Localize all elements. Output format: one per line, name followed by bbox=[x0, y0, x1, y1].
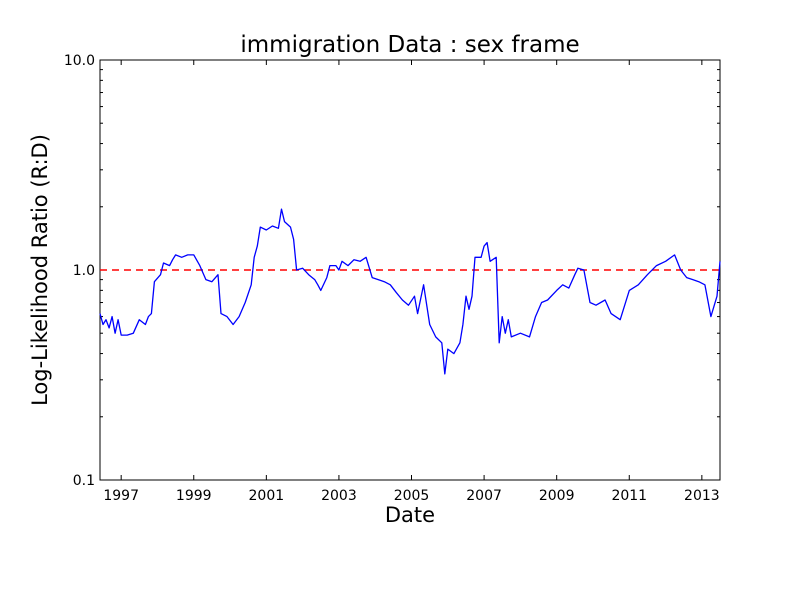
x-tick-label: 2009 bbox=[539, 488, 575, 504]
y-axis: 0.1 1.0 10.0 bbox=[64, 53, 720, 489]
x-tick-label: 1997 bbox=[103, 488, 139, 504]
x-tick-label: 2005 bbox=[394, 488, 430, 504]
y-axis-label: Log-Likelihood Ratio (R:D) bbox=[28, 134, 52, 406]
y-tick-label: 1.0 bbox=[73, 263, 95, 279]
x-axis: 1997 1999 2001 2003 2005 2007 2009 2011 2013 bbox=[103, 60, 720, 504]
x-tick-label: 2003 bbox=[321, 488, 357, 504]
x-tick-label: 2001 bbox=[249, 488, 285, 504]
x-axis-label: Date bbox=[385, 503, 435, 527]
chart-title: immigration Data : sex frame bbox=[240, 32, 579, 58]
series-line bbox=[99, 208, 721, 375]
x-tick-label: 2011 bbox=[611, 488, 647, 504]
y-tick-label: 10.0 bbox=[64, 53, 95, 69]
x-tick-label: 1999 bbox=[176, 488, 212, 504]
x-tick-label: 2013 bbox=[684, 488, 720, 504]
series-layer bbox=[99, 208, 721, 375]
x-tick-label: 2007 bbox=[466, 488, 502, 504]
y-tick-label: 0.1 bbox=[73, 473, 95, 489]
